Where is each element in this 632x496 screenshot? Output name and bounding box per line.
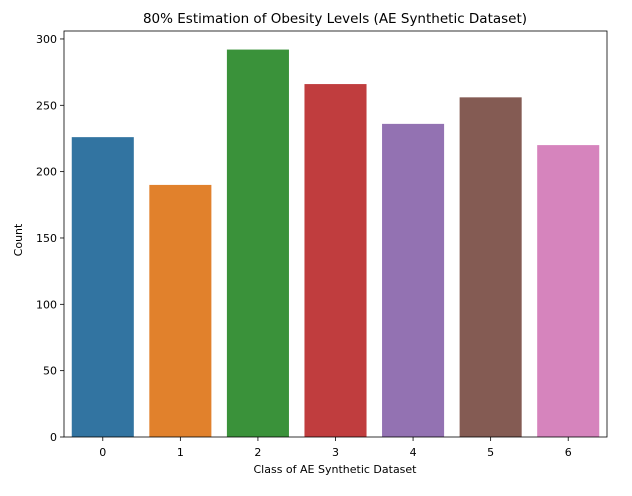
x-axis-label: Class of AE Synthetic Dataset xyxy=(253,463,417,476)
y-axis-label: Count xyxy=(12,223,25,256)
bar-class-1 xyxy=(149,184,212,437)
y-tick-label: 200 xyxy=(36,166,57,179)
y-tick-label: 0 xyxy=(50,431,57,444)
x-tick-label: 2 xyxy=(254,446,261,459)
x-tick-label: 3 xyxy=(332,446,339,459)
bars-group xyxy=(71,49,600,438)
y-axis: 0 50 100 150 200 250 300 xyxy=(36,33,64,444)
bar-class-4 xyxy=(382,123,445,437)
x-tick-label: 4 xyxy=(410,446,417,459)
bar-class-5 xyxy=(459,97,522,437)
bar-class-0 xyxy=(71,137,134,437)
y-tick-label: 50 xyxy=(43,365,57,378)
x-tick-label: 0 xyxy=(99,446,106,459)
chart-title: 80% Estimation of Obesity Levels (AE Syn… xyxy=(143,11,527,27)
x-tick-label: 5 xyxy=(487,446,494,459)
x-tick-label: 6 xyxy=(565,446,572,459)
y-tick-label: 300 xyxy=(36,33,57,46)
bar-class-3 xyxy=(304,84,367,437)
x-tick-label: 1 xyxy=(177,446,184,459)
y-tick-label: 100 xyxy=(36,298,57,311)
y-tick-label: 250 xyxy=(36,99,57,112)
y-tick-label: 150 xyxy=(36,232,57,245)
bar-class-2 xyxy=(226,49,289,437)
x-axis: 0 1 2 3 4 5 6 xyxy=(99,437,572,459)
bar-class-6 xyxy=(537,145,600,438)
